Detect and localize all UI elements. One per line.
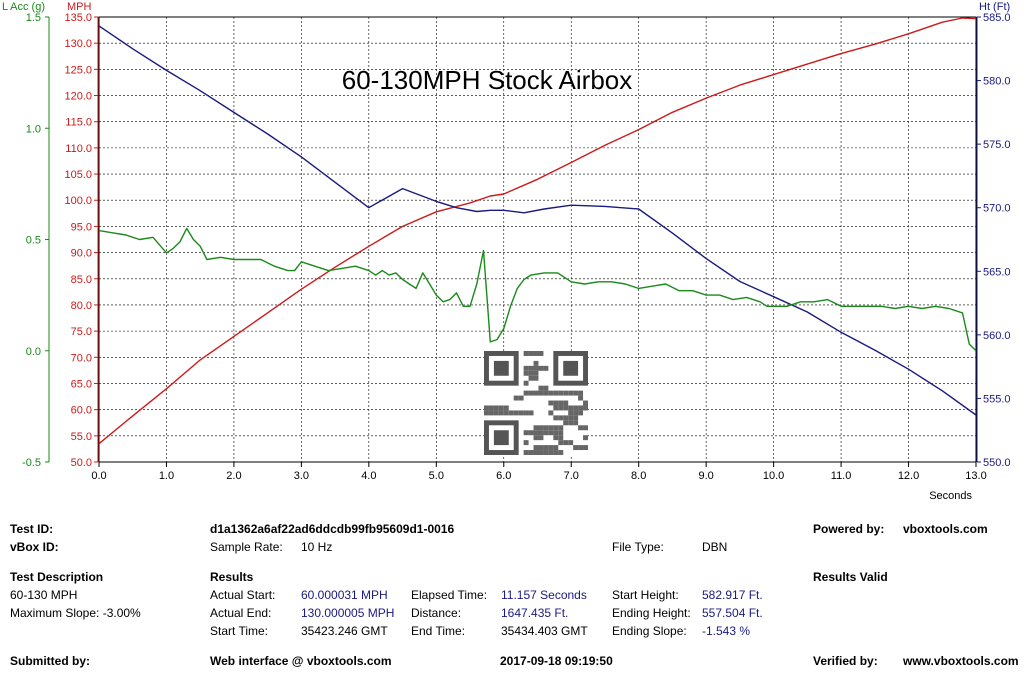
mph-tick-label: 60.0 [71, 405, 92, 417]
chart-series [98, 17, 977, 445]
x-tick-label: 0.0 [91, 470, 106, 482]
x-tick-label: 9.0 [699, 470, 714, 482]
distance-label: Distance: [411, 606, 462, 620]
mph-tick-label: 115.0 [65, 117, 92, 129]
lacc-tick-label: 1.0 [26, 123, 41, 135]
lacc-tick-label: 0.5 [26, 235, 41, 247]
x-tick-label: 8.0 [631, 470, 646, 482]
x-tick-label: 12.0 [898, 470, 919, 482]
ht-tick-label: 550.0 [983, 457, 1011, 469]
x-tick-label: 5.0 [429, 470, 444, 482]
chart-axes: 0.0 1.0 2.0 3.0 4.0 5.0 6.0 7.0 8.0 9.0 10.0 11.0 12… [2, 1, 1011, 502]
start-time: 35423.246 GMT [301, 624, 388, 638]
results-heading: Results [210, 570, 254, 584]
timestamp: 2017-09-18 09:19:50 [500, 654, 613, 668]
mph-series-line [98, 17, 977, 445]
plot-border [98, 16, 977, 463]
ht-tick-label: 565.0 [983, 266, 1011, 278]
sample-rate-label: Sample Rate: [210, 540, 283, 554]
mph-tick-label: 80.0 [71, 300, 92, 312]
distance: 1647.435 Ft. [501, 606, 569, 620]
mph-tick-label: 85.0 [71, 274, 92, 286]
verified-label: Verified by: [813, 654, 878, 668]
file-type-label: File Type: [612, 540, 664, 554]
mph-tick-label: 90.0 [71, 248, 92, 260]
sample-rate: 10 Hz [301, 540, 333, 554]
mph-tick-label: 100.0 [64, 195, 92, 207]
ending-height: 557.504 Ft. [702, 606, 763, 620]
qr-code [484, 351, 588, 455]
mph-tick-label: 125.0 [64, 64, 92, 76]
elapsed: 11.157 Seconds [501, 588, 587, 602]
ending-slope-label: Ending Slope: [612, 624, 687, 638]
ht-tick-label: 585.0 [983, 12, 1011, 24]
actual-end-label: Actual End: [210, 606, 272, 620]
mph-tick-label: 65.0 [71, 378, 92, 390]
ht-tick-label: 575.0 [983, 139, 1011, 151]
x-tick-label: 13.0 [965, 470, 986, 482]
x-tick-label: 10.0 [763, 470, 784, 482]
lacc-series-line [98, 227, 977, 352]
end-time-label: End Time: [411, 624, 466, 638]
actual-start-label: Actual Start: [210, 588, 276, 602]
file-type: DBN [702, 540, 728, 554]
x-tick-label: 3.0 [294, 470, 309, 482]
mph-tick-label: 105.0 [64, 169, 92, 181]
mph-tick-label: 110.0 [65, 143, 92, 155]
ht-tick-label: 555.0 [983, 393, 1011, 405]
desc-line2: Maximum Slope: -3.00% [10, 606, 141, 620]
desc-line1: 60-130 MPH [10, 588, 78, 602]
actual-start: 60.000031 MPH [301, 588, 388, 602]
x-axis-label: Seconds [929, 490, 972, 502]
start-height-label: Start Height: [612, 588, 679, 602]
ht-axis-label: Ht (Ft) [979, 1, 1010, 13]
mph-axis-label: MPH [67, 1, 92, 13]
mph-tick-label: 120.0 [64, 91, 92, 103]
x-tick-label: 11.0 [831, 470, 852, 482]
lacc-tick-label: -0.5 [22, 457, 41, 469]
ending-slope: -1.543 % [702, 624, 751, 638]
start-height: 582.917 Ft. [702, 588, 763, 602]
performance-chart: 0.0 1.0 2.0 3.0 4.0 5.0 6.0 7.0 8.0 9.0 10.0 11.0 12… [2, 1, 1011, 502]
ht-series-line [98, 25, 977, 416]
mph-tick-label: 75.0 [71, 326, 92, 338]
test-id-label: Test ID: [10, 522, 54, 536]
chart-grid [98, 16, 977, 463]
ending-height-label: Ending Height: [612, 606, 691, 620]
powered-label: Powered by: [813, 522, 885, 536]
lacc-tick-label: 1.5 [26, 12, 41, 24]
x-tick-label: 4.0 [361, 470, 376, 482]
x-tick-label: 6.0 [496, 470, 511, 482]
ht-tick-label: 560.0 [983, 330, 1011, 342]
mph-tick-label: 55.0 [71, 431, 92, 443]
mph-tick-label: 130.0 [64, 38, 92, 50]
actual-end: 130.000005 MPH [301, 606, 395, 620]
x-tick-label: 1.0 [159, 470, 174, 482]
chart-title: 60-130MPH Stock Airbox [342, 65, 632, 95]
desc-heading: Test Description [10, 570, 104, 584]
lacc-tick-label: 0.0 [26, 346, 41, 358]
elapsed-label: Elapsed Time: [411, 588, 488, 602]
mph-tick-label: 70.0 [71, 352, 92, 364]
start-time-label: Start Time: [210, 624, 269, 638]
lacc-axis-label: L Acc (g) [2, 1, 45, 13]
submitted-label: Submitted by: [10, 654, 90, 668]
mph-tick-label: 135.0 [64, 12, 92, 24]
verified-value: www.vboxtools.com [903, 654, 1019, 668]
powered-value: vboxtools.com [903, 522, 988, 536]
web-interface-label: Web interface @ vboxtools.com [210, 654, 392, 668]
test-id: d1a1362a6af22ad6ddcdb99fb95609d1-0016 [210, 522, 455, 536]
x-tick-label: 2.0 [226, 470, 241, 482]
ht-tick-label: 570.0 [983, 203, 1011, 215]
results-valid: Results Valid [813, 570, 888, 584]
ht-tick-label: 580.0 [983, 76, 1011, 88]
mph-tick-label: 95.0 [71, 221, 92, 233]
end-time: 35434.403 GMT [501, 624, 588, 638]
mph-tick-label: 50.0 [71, 457, 92, 469]
vbox-id-label: vBox ID: [10, 540, 59, 554]
x-tick-label: 7.0 [564, 470, 579, 482]
